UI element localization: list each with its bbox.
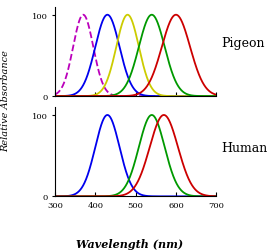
Text: Pigeon: Pigeon <box>221 37 264 50</box>
Text: Human: Human <box>221 141 267 154</box>
Text: Relative Absorbance: Relative Absorbance <box>1 50 10 151</box>
Text: Wavelength (nm): Wavelength (nm) <box>76 239 183 249</box>
